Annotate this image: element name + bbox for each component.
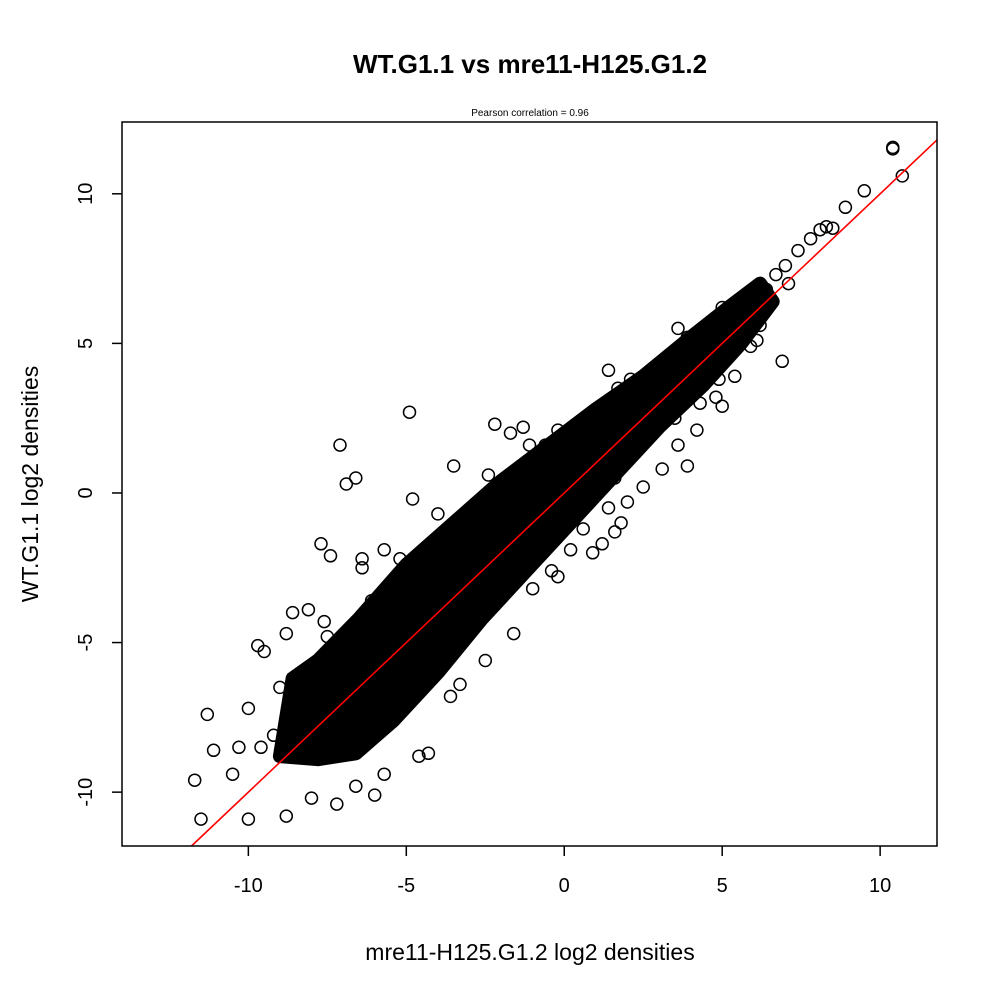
y-tick-label: 0 <box>75 487 97 498</box>
data-point <box>377 543 391 557</box>
data-point <box>317 614 331 629</box>
data-point <box>194 812 208 826</box>
x-tick-label: 5 <box>717 875 728 897</box>
data-point <box>446 459 461 473</box>
data-point <box>655 462 669 476</box>
data-point <box>254 740 268 755</box>
data-point <box>576 522 590 536</box>
data-point <box>857 184 872 198</box>
data-point <box>886 140 900 155</box>
data-point <box>333 438 347 452</box>
data-point <box>187 773 202 787</box>
plot-frame <box>121 121 938 847</box>
data-point <box>826 221 840 235</box>
data-point <box>206 743 221 758</box>
data-point <box>563 543 578 557</box>
data-point <box>525 581 540 596</box>
data-point <box>279 809 294 823</box>
data-point <box>614 516 628 530</box>
data-point <box>481 468 496 482</box>
data-point <box>601 501 616 515</box>
data-point <box>728 369 742 384</box>
y-axis: -10 -5 0 5 10 <box>75 183 122 807</box>
y-tick-label: 10 <box>75 183 97 205</box>
data-point <box>620 495 635 509</box>
data-point <box>431 507 445 521</box>
data-point <box>671 321 685 336</box>
data-point <box>301 602 316 617</box>
data-point <box>516 420 530 434</box>
data-point <box>791 243 805 258</box>
data-point <box>377 767 391 781</box>
data-point <box>819 219 834 234</box>
x-tick-label: -10 <box>234 875 263 897</box>
data-point <box>595 537 609 551</box>
data-point <box>355 561 369 575</box>
data-point <box>778 258 793 273</box>
data-point <box>200 707 215 722</box>
data-point <box>339 477 354 491</box>
data-point <box>813 222 827 237</box>
y-tick-label: -10 <box>75 778 97 807</box>
y-tick-label: 5 <box>75 338 97 349</box>
chart-subtitle: Pearson correlation = 0.96 <box>471 108 589 119</box>
y-tick-label: -5 <box>75 634 97 652</box>
data-point <box>330 797 344 811</box>
data-point <box>506 626 521 641</box>
data-point <box>251 638 265 653</box>
dense-point-band <box>272 276 780 767</box>
data-point <box>715 399 729 413</box>
x-tick-label: -5 <box>397 875 415 897</box>
data-point <box>349 471 363 485</box>
data-point <box>781 276 796 291</box>
data-point <box>232 740 246 755</box>
data-point <box>285 605 300 620</box>
data-point <box>453 677 467 692</box>
data-point <box>601 363 616 378</box>
data-point <box>488 417 502 431</box>
data-point <box>241 812 256 826</box>
data-point <box>323 549 338 563</box>
data-point <box>895 169 910 183</box>
density-band <box>272 276 780 767</box>
data-point <box>769 267 783 282</box>
data-point <box>803 231 818 246</box>
data-point <box>355 552 369 566</box>
data-point <box>279 626 294 641</box>
data-point <box>671 438 685 452</box>
data-point <box>421 746 436 761</box>
data-point <box>709 390 723 404</box>
data-point <box>314 537 328 551</box>
data-point <box>349 779 363 793</box>
data-point <box>775 354 789 369</box>
chart-title: WT.G1.1 vs mre11-H125.G1.2 <box>353 49 707 79</box>
data-point <box>304 791 319 805</box>
data-point <box>551 569 565 584</box>
x-axis: -10 -5 0 5 10 <box>234 846 891 897</box>
regression-line <box>190 139 938 847</box>
x-tick-label: 0 <box>559 875 570 897</box>
data-point <box>402 405 417 419</box>
data-point <box>690 423 704 437</box>
data-point <box>585 546 600 560</box>
data-point <box>405 492 420 506</box>
data-point <box>680 459 695 473</box>
data-point <box>636 480 650 494</box>
data-point <box>412 749 426 763</box>
data-point <box>241 701 256 716</box>
data-point <box>503 426 518 440</box>
x-axis-label: mre11-H125.G1.2 log2 densities <box>365 939 694 965</box>
x-tick-label: 10 <box>869 875 891 897</box>
data-point <box>367 788 382 802</box>
y-axis-label: WT.G1.1 log2 densities <box>17 366 43 603</box>
data-point <box>225 767 240 781</box>
data-point <box>443 689 458 704</box>
data-point <box>608 525 622 539</box>
data-point <box>478 653 493 668</box>
data-point <box>838 200 853 215</box>
